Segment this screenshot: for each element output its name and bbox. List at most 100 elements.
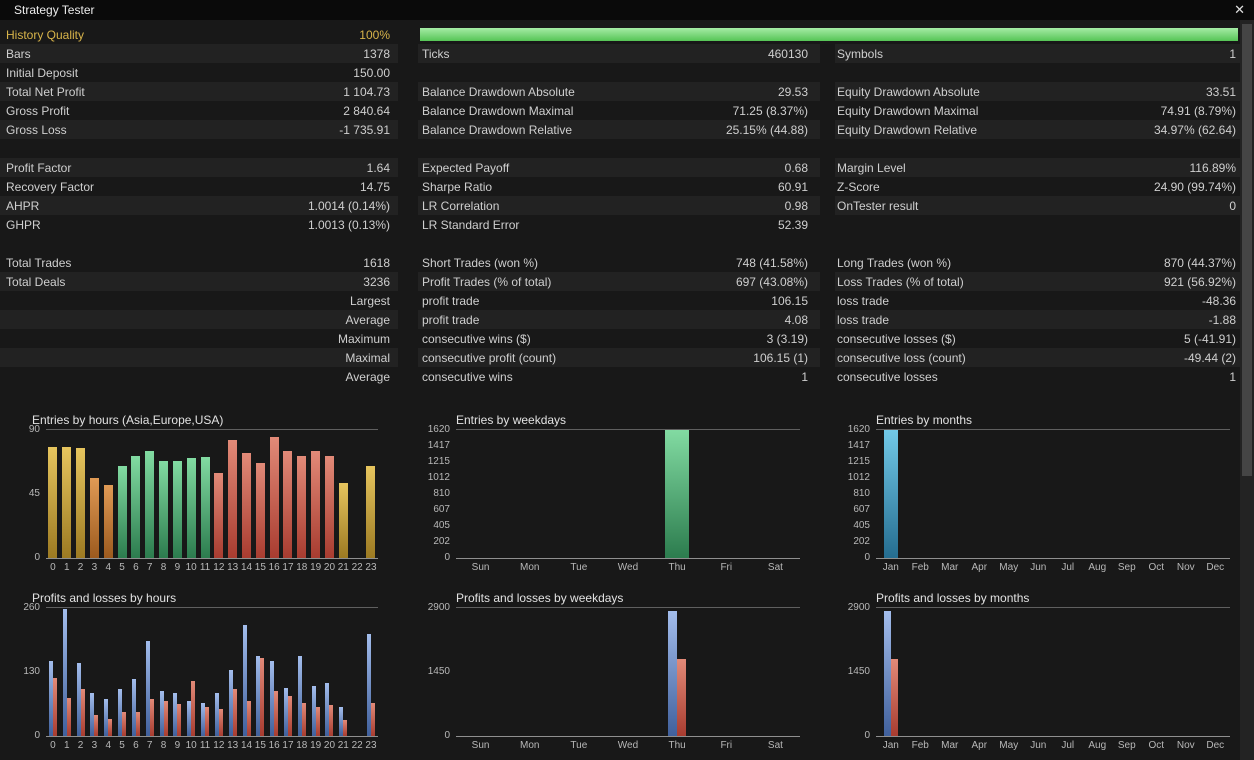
bar-slot	[505, 608, 554, 736]
stat-value: 60.91	[777, 179, 808, 194]
chart-title: Entries by hours (Asia,Europe,USA)	[32, 413, 224, 427]
bar	[325, 682, 330, 736]
chart-title: Entries by weekdays	[456, 413, 567, 427]
stat-value: 1618	[363, 255, 390, 270]
stat-row: loss trade -1.88	[835, 310, 1240, 329]
stat-row: Symbols 1	[835, 44, 1240, 63]
stat-row: consecutive wins ($) 3 (3.19)	[418, 329, 820, 348]
bar	[218, 708, 223, 736]
bar-slot	[554, 430, 603, 558]
stat-label: Sharpe Ratio	[422, 179, 493, 194]
stat-label: consecutive wins	[422, 369, 513, 384]
x-tick-label: Sat	[767, 739, 783, 751]
chart-x-axis: Jan Feb Mar Apr May Jun Jul Aug Sep Oct Nov Dec	[876, 737, 1230, 753]
bar-slot	[876, 608, 906, 736]
stat-label: Ticks	[422, 46, 450, 61]
stat-label: consecutive profit (count)	[422, 350, 557, 365]
stat-row: Gross Loss -1 735.91	[0, 120, 398, 139]
bar-slot	[1024, 608, 1054, 736]
stat-value: 1.0013 (0.13%)	[307, 217, 390, 232]
bar	[76, 448, 86, 558]
stat-label: Balance Drawdown Relative	[422, 122, 573, 137]
bar-slot	[1201, 608, 1231, 736]
x-tick-label: Tue	[570, 739, 588, 751]
x-tick-label: Wed	[617, 562, 639, 573]
stat-label: Profit Factor	[6, 160, 72, 175]
stat-row: Z-Score 24.90 (99.74%)	[835, 177, 1240, 196]
stat-value: 0	[1229, 198, 1236, 213]
stat-value: 697 (43.08%)	[735, 274, 808, 289]
stat-label: GHPR	[6, 217, 41, 232]
y-tick-label: 2900	[427, 601, 450, 613]
stat-row: Sharpe Ratio 60.91	[418, 177, 820, 196]
bar	[76, 662, 81, 736]
stat-value: 921 (56.92%)	[1163, 274, 1236, 289]
x-tick-label: 9	[174, 562, 181, 573]
bar	[883, 430, 898, 558]
bar	[283, 451, 293, 558]
chart-plot	[876, 429, 1230, 559]
bar-slot	[751, 430, 800, 558]
x-tick-label: Jul	[1061, 739, 1075, 751]
bar	[366, 466, 376, 558]
x-tick-label: 1	[63, 562, 70, 573]
bar	[301, 702, 306, 736]
x-tick-label: Apr	[971, 562, 988, 573]
bar-slot	[965, 608, 995, 736]
stat-row: consecutive losses ($) 5 (-41.91)	[835, 329, 1240, 348]
stat-row: Total Trades 1618	[0, 253, 398, 272]
x-tick-label: Jan	[882, 739, 899, 751]
bar-slot	[323, 608, 337, 736]
x-tick-label: Wed	[617, 739, 639, 751]
bar-slot	[336, 608, 350, 736]
bar	[214, 692, 219, 736]
y-tick-label: 1012	[427, 472, 450, 484]
bar-slot	[364, 430, 378, 558]
y-tick-label: 405	[853, 520, 870, 531]
bar	[149, 698, 154, 736]
bar-slot	[143, 608, 157, 736]
y-tick-label: 1450	[847, 665, 870, 677]
bar	[232, 688, 237, 736]
x-tick-label: Mar	[941, 739, 959, 751]
stat-row: Balance Drawdown Maximal 71.25 (8.37%)	[418, 101, 820, 120]
bar-slot	[1053, 430, 1083, 558]
bar-slot	[240, 608, 254, 736]
bar-slot	[1024, 430, 1054, 558]
stat-value: 150.00	[353, 65, 390, 80]
x-tick-label: Feb	[911, 739, 929, 751]
bar-slot	[129, 430, 143, 558]
bar	[297, 456, 307, 558]
scrollbar-thumb[interactable]	[1242, 24, 1252, 476]
stat-value: 1.64	[366, 160, 390, 175]
bar	[890, 658, 898, 736]
bar-slot	[87, 430, 101, 558]
stat-label: Z-Score	[837, 179, 880, 194]
chart-x-axis: Sun Mon Tue Wed Thu Fri Sat	[456, 559, 800, 575]
bar	[52, 677, 57, 736]
bar	[255, 463, 265, 558]
bar	[122, 711, 127, 736]
bar	[145, 451, 155, 558]
stat-row: Average	[0, 367, 398, 386]
y-tick-label: 607	[433, 504, 450, 516]
chart-x-axis: 0 1 2 3 4 5 6 7 8 9 10 11 12 13 14 15 16 17 18 19 20 21 22 23	[46, 559, 378, 575]
bar-slot	[281, 430, 295, 558]
bar	[274, 690, 279, 736]
x-tick-label: 18	[296, 739, 308, 751]
bar-slot	[157, 430, 171, 558]
stat-label: Margin Level	[837, 160, 906, 175]
vertical-scrollbar[interactable]	[1240, 20, 1254, 760]
y-tick-label: 0	[34, 729, 40, 741]
x-tick-label: 10	[185, 562, 197, 573]
x-tick-label: 11	[199, 739, 211, 751]
bar-slot	[253, 608, 267, 736]
close-icon[interactable]: ✕	[1234, 2, 1245, 17]
x-tick-label: Dec	[1206, 739, 1225, 751]
x-tick-label: 3	[91, 562, 98, 573]
stat-row: Balance Drawdown Absolute 29.53	[418, 82, 820, 101]
x-tick-label: May	[999, 739, 1019, 751]
chart-entries-by-hours: Entries by hours (Asia,Europe,USA) 0 45 90 0…	[0, 405, 410, 583]
x-tick-label: Fri	[720, 562, 733, 573]
bar-slot	[1171, 430, 1201, 558]
